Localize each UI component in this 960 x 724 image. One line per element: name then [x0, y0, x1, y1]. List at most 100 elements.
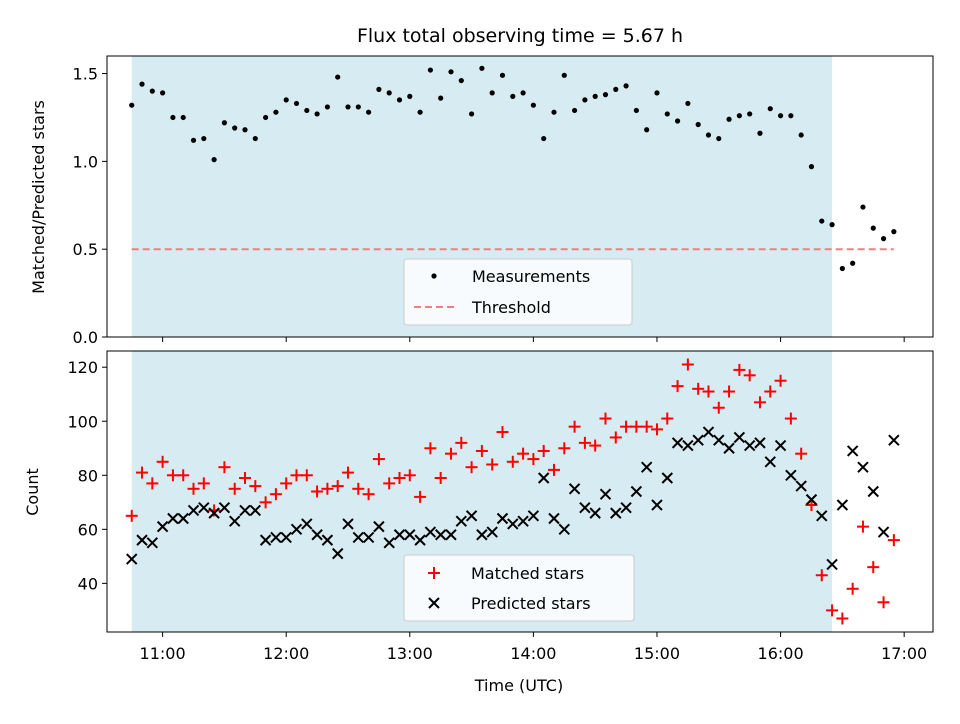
predicted-stars-point — [362, 531, 375, 544]
matched-stars-point — [887, 534, 900, 547]
legend-predicted-label: Predicted stars — [471, 594, 591, 613]
matched-stars-point — [146, 477, 159, 490]
predicted-stars-point — [527, 510, 540, 522]
matched-stars-point — [671, 380, 684, 393]
matched-stars-point — [321, 482, 334, 495]
measurement-point — [747, 111, 753, 117]
predicted-stars-point — [692, 434, 704, 446]
matched-stars-point — [650, 423, 663, 436]
matched-stars-point — [414, 490, 427, 503]
predicted-stars-point — [651, 499, 663, 511]
measurement-point — [304, 107, 310, 114]
measurement-point — [571, 107, 578, 114]
measurement-point — [160, 90, 166, 96]
predicted-stars-point — [455, 515, 468, 527]
predicted-stars-point — [239, 504, 251, 517]
chart-title: Flux total observing time = 5.67 h — [357, 25, 683, 47]
measurement-point — [633, 107, 639, 114]
measurement-point — [551, 109, 557, 115]
measurement-point — [252, 135, 258, 142]
predicted-stars-point — [424, 526, 437, 538]
measurement-point — [767, 106, 773, 112]
matched-stars-point — [620, 420, 633, 433]
predicted-stars-point — [249, 504, 262, 517]
x-tick-label: 17:00 — [881, 644, 927, 663]
predicted-stars-point — [321, 534, 334, 546]
predicted-stars-point — [589, 507, 601, 519]
matched-stars-point — [537, 444, 550, 457]
predicted-stars-point — [548, 512, 560, 525]
measurement-point — [211, 157, 217, 163]
predicted-stars-point — [156, 520, 169, 533]
predicted-stars-point — [136, 534, 148, 546]
matched-stars-point — [249, 480, 262, 493]
predicted-stars-point — [774, 439, 787, 452]
matched-stars-point — [465, 461, 478, 474]
matched-stars-point — [568, 420, 581, 433]
predicted-stars-point — [301, 518, 313, 530]
matched-stars-point — [846, 582, 859, 595]
predicted-stars-point — [404, 529, 416, 541]
y-tick-label: 1.5 — [73, 65, 98, 84]
measurement-point — [798, 132, 804, 138]
predicted-stars-point — [836, 499, 849, 511]
predicted-stars-point — [198, 502, 210, 514]
predicted-stars-point — [208, 507, 220, 519]
predicted-stars-point — [795, 480, 807, 492]
matched-stars-point — [424, 442, 437, 455]
predicted-stars-point — [713, 434, 725, 446]
measurement-point — [458, 77, 464, 84]
matched-stars-point — [383, 477, 396, 490]
matched-stars-point — [692, 382, 705, 395]
measurement-point — [664, 111, 670, 117]
measurement-point — [489, 90, 495, 96]
measurement-point — [407, 93, 413, 99]
matched-stars-point — [496, 426, 509, 439]
matched-stars-point — [403, 469, 416, 482]
matched-stars-point — [547, 463, 560, 476]
predicted-stars-point — [599, 488, 612, 500]
predicted-stars-point — [682, 439, 694, 452]
measurement-point — [345, 104, 351, 110]
measurement-point — [520, 90, 526, 96]
measurement-point — [293, 100, 300, 107]
y-tick-label: 0.0 — [73, 328, 98, 347]
matched-stars-point — [527, 453, 540, 466]
predicted-stars-point — [671, 437, 684, 449]
matched-stars-point — [733, 363, 746, 376]
measurement-point — [149, 88, 155, 94]
predicted-stars-point — [702, 426, 715, 438]
predicted-stars-point — [177, 512, 189, 525]
matched-stars-point — [434, 471, 447, 484]
predicted-stars-point — [620, 502, 632, 514]
matched-stars-point — [795, 447, 808, 460]
measurement-point — [530, 102, 536, 108]
matched-stars-point — [393, 471, 406, 484]
ratio-y-axis-label: Matched/Predicted stars — [29, 100, 48, 294]
matched-stars-point — [136, 466, 149, 479]
measurement-point — [777, 113, 784, 119]
predicted-stars-point — [857, 461, 869, 473]
y-tick-label: 0.5 — [73, 240, 98, 259]
legend-measurements-label: Measurements — [472, 267, 590, 286]
measurement-point — [880, 236, 887, 242]
matched-stars-point — [444, 447, 457, 460]
measurement-point — [726, 116, 732, 122]
predicted-stars-point — [414, 534, 426, 546]
measurement-point — [705, 132, 712, 138]
measurement-point — [396, 97, 403, 103]
predicted-stars-point — [661, 472, 673, 484]
predicted-stars-point — [867, 485, 879, 498]
predicted-stars-point — [826, 558, 838, 571]
x-tick-label: 13:00 — [387, 644, 433, 663]
x-tick-label: 12:00 — [263, 644, 309, 663]
matched-stars-point — [723, 385, 736, 398]
measurement-point — [541, 135, 547, 142]
matched-stars-point — [506, 455, 519, 468]
predicted-stars-point — [517, 515, 529, 527]
measurement-point — [263, 114, 269, 121]
predicted-stars-point — [558, 523, 570, 536]
predicted-stars-point — [496, 512, 509, 525]
measurement-point — [324, 104, 331, 110]
matched-stars-point — [218, 461, 231, 474]
